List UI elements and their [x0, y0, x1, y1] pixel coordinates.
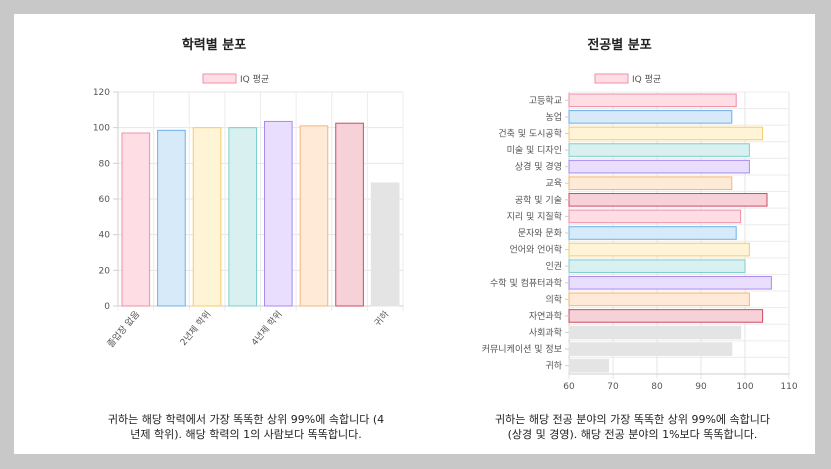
major-bar — [568, 126, 764, 141]
major-bar — [568, 93, 737, 108]
legend-swatch — [202, 73, 237, 84]
major-bar — [568, 292, 750, 307]
major-bar — [568, 176, 733, 191]
x-tick-label: 90 — [695, 382, 707, 392]
x-tick-label: 4년제 학위 — [249, 309, 284, 348]
report-card: 학력별 분포 IQ 평균 0 20 40 60 80 100 120 졸업장 없음 2년제 학위 4… — [14, 14, 815, 454]
y-tick-label: 귀하 — [545, 361, 562, 372]
x-tick-label: 80 — [651, 382, 663, 392]
y-tick-label: 사회과학 — [529, 328, 562, 339]
y-tick-label: 100 — [93, 124, 110, 134]
y-tick-label: 고등학교 — [529, 95, 562, 106]
y-tick-label: 문자와 문화 — [518, 227, 562, 239]
y-tick-label: 0 — [104, 302, 110, 312]
education-bar — [121, 132, 151, 307]
x-tick-label: 귀하 — [372, 308, 392, 328]
x-tick-label: 졸업장 없음 — [105, 309, 142, 350]
y-tick-label: 인권 — [545, 260, 562, 272]
education-bar — [228, 127, 257, 307]
major-bar — [568, 143, 750, 157]
major-bar — [568, 226, 737, 240]
y-tick-label: 120 — [93, 88, 110, 98]
major-bar — [568, 309, 764, 323]
education-bar — [157, 129, 186, 307]
y-tick-label: 지리 및 지질학 — [507, 210, 562, 222]
major-bar — [568, 358, 610, 373]
education-description: 귀하는 해당 학력에서 가장 똑똑한 상위 99%에 속합니다 (4년제 학위)… — [107, 413, 385, 441]
education-bar-chart: IQ 평균 0 20 40 60 80 100 120 졸업장 없음 2년제 학위 4년제 학위 귀하 — [93, 73, 404, 350]
y-tick-label: 의학 — [545, 294, 562, 305]
major-bar — [568, 242, 750, 257]
education-bar — [370, 182, 400, 307]
y-tick-label: 건축 및 도시공학 — [498, 127, 562, 139]
education-bar — [264, 120, 293, 307]
x-tick-label: 100 — [736, 382, 753, 392]
x-tick-label: 110 — [780, 382, 797, 392]
y-tick-label: 20 — [99, 266, 111, 276]
y-tick-label: 미술 및 디자인 — [507, 144, 562, 156]
education-chart-title: 학력별 분포 — [181, 38, 247, 53]
x-tick-label: 60 — [563, 382, 575, 392]
education-bar — [335, 122, 364, 307]
legend-label: IQ 평균 — [632, 74, 661, 85]
education-chart-panel: 학력별 분포 IQ 평균 0 20 40 60 80 100 120 졸업장 없음 2년제 학위 4… — [14, 14, 414, 454]
x-tick-label: 2년제 학위 — [178, 309, 213, 348]
major-bar — [568, 159, 750, 174]
education-bar — [192, 127, 222, 307]
y-tick-label: 농업 — [545, 112, 562, 123]
y-tick-label: 교육 — [545, 178, 562, 189]
y-tick-label: 60 — [99, 195, 111, 205]
major-bar — [568, 209, 742, 224]
y-tick-label: 상경 및 경영 — [515, 161, 562, 173]
major-bar — [568, 193, 768, 207]
major-bar — [568, 325, 742, 340]
y-tick-label: 40 — [99, 231, 111, 241]
major-bar — [568, 275, 772, 290]
y-tick-label: 자연과학 — [529, 311, 562, 322]
major-bar — [568, 342, 733, 356]
major-bar — [568, 259, 746, 273]
y-tick-label: 커뮤니케이션 및 정보 — [482, 343, 562, 355]
legend-swatch — [594, 73, 629, 84]
x-tick-label: 70 — [607, 382, 619, 392]
y-tick-label: 수학 및 컴퓨터과학 — [490, 277, 562, 289]
y-tick-label: 언어와 언어학 — [509, 244, 562, 256]
y-tick-label: 80 — [99, 159, 111, 169]
major-chart-title: 전공별 분포 — [587, 38, 652, 53]
y-tick-label: 공학 및 기술 — [515, 194, 562, 206]
major-bar — [568, 110, 733, 124]
education-bar — [299, 125, 329, 307]
legend-label: IQ 평균 — [240, 74, 269, 85]
major-description: 귀하는 해당 전공 분야의 가장 똑똑한 상위 99%에 속합니다 (상경 및 … — [494, 413, 771, 441]
